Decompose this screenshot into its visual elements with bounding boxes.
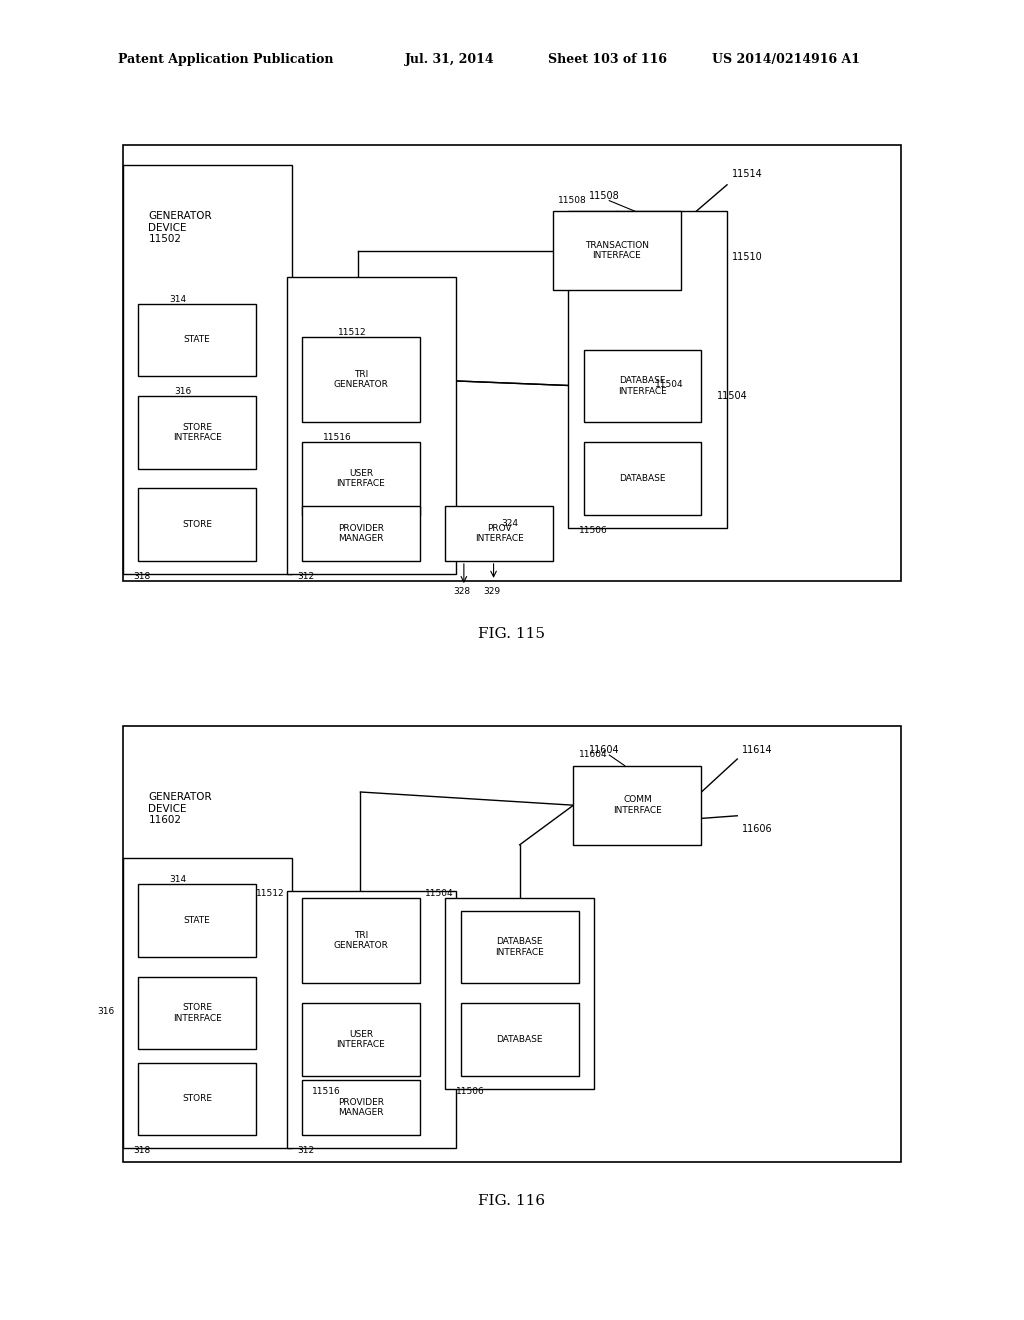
FancyBboxPatch shape — [287, 277, 456, 574]
FancyBboxPatch shape — [123, 726, 901, 1162]
FancyBboxPatch shape — [445, 506, 553, 561]
FancyBboxPatch shape — [584, 442, 701, 515]
Text: PROVIDER
MANAGER: PROVIDER MANAGER — [338, 524, 384, 543]
Text: 11606: 11606 — [742, 824, 773, 834]
Text: 329: 329 — [483, 587, 501, 595]
Text: STORE
INTERFACE: STORE INTERFACE — [173, 1003, 221, 1023]
Text: 324: 324 — [502, 519, 519, 528]
Text: TRI
GENERATOR: TRI GENERATOR — [334, 931, 388, 950]
Text: US 2014/0214916 A1: US 2014/0214916 A1 — [712, 53, 860, 66]
Text: 314: 314 — [169, 875, 186, 884]
Text: Jul. 31, 2014: Jul. 31, 2014 — [404, 53, 495, 66]
FancyBboxPatch shape — [138, 304, 256, 376]
Text: DATABASE
INTERFACE: DATABASE INTERFACE — [618, 376, 667, 396]
Text: 11504: 11504 — [717, 391, 748, 401]
Text: DATABASE: DATABASE — [620, 474, 666, 483]
Text: COMM
INTERFACE: COMM INTERFACE — [613, 796, 662, 814]
Text: GENERATOR
DEVICE
11502: GENERATOR DEVICE 11502 — [148, 211, 212, 244]
FancyBboxPatch shape — [123, 145, 901, 581]
Text: FIG. 116: FIG. 116 — [478, 1195, 546, 1208]
Text: 314: 314 — [169, 294, 186, 304]
Text: 312: 312 — [297, 1146, 314, 1155]
Text: STATE: STATE — [183, 335, 211, 345]
Text: PROV
INTERFACE: PROV INTERFACE — [475, 524, 523, 543]
Text: 318: 318 — [133, 572, 151, 581]
Text: TRANSACTION
INTERFACE: TRANSACTION INTERFACE — [585, 242, 649, 260]
FancyBboxPatch shape — [123, 165, 292, 574]
FancyBboxPatch shape — [287, 891, 456, 1148]
FancyBboxPatch shape — [138, 977, 256, 1049]
Text: DATABASE: DATABASE — [497, 1035, 543, 1044]
Text: 11516: 11516 — [323, 433, 351, 442]
Text: STORE
INTERFACE: STORE INTERFACE — [173, 422, 221, 442]
Text: PROVIDER
MANAGER: PROVIDER MANAGER — [338, 1098, 384, 1117]
Text: 11508: 11508 — [589, 190, 620, 201]
Text: 11506: 11506 — [456, 1086, 484, 1096]
FancyBboxPatch shape — [461, 1003, 579, 1076]
Text: 312: 312 — [297, 572, 314, 581]
FancyBboxPatch shape — [553, 211, 681, 290]
FancyBboxPatch shape — [302, 1080, 420, 1135]
FancyBboxPatch shape — [568, 211, 727, 528]
FancyBboxPatch shape — [138, 488, 256, 561]
Text: DATABASE
INTERFACE: DATABASE INTERFACE — [496, 937, 544, 957]
FancyBboxPatch shape — [138, 1063, 256, 1135]
Text: GENERATOR
DEVICE
11602: GENERATOR DEVICE 11602 — [148, 792, 212, 825]
Text: 11506: 11506 — [579, 525, 607, 535]
Text: 11516: 11516 — [312, 1086, 341, 1096]
Text: 318: 318 — [133, 1146, 151, 1155]
Text: STATE: STATE — [183, 916, 211, 925]
Text: STORE: STORE — [182, 1094, 212, 1104]
FancyBboxPatch shape — [302, 442, 420, 515]
Text: USER
INTERFACE: USER INTERFACE — [337, 469, 385, 488]
FancyBboxPatch shape — [302, 506, 420, 561]
Text: 11512: 11512 — [338, 327, 367, 337]
Text: STORE: STORE — [182, 520, 212, 529]
Text: 11604: 11604 — [589, 744, 620, 755]
Text: 11512: 11512 — [256, 888, 285, 898]
FancyBboxPatch shape — [302, 337, 420, 422]
FancyBboxPatch shape — [461, 911, 579, 983]
Text: 11614: 11614 — [742, 744, 773, 755]
Text: Sheet 103 of 116: Sheet 103 of 116 — [548, 53, 667, 66]
FancyBboxPatch shape — [584, 350, 701, 422]
FancyBboxPatch shape — [123, 858, 292, 1148]
Text: 11504: 11504 — [425, 888, 454, 898]
FancyBboxPatch shape — [445, 898, 594, 1089]
FancyBboxPatch shape — [138, 396, 256, 469]
Text: TRI
GENERATOR: TRI GENERATOR — [334, 370, 388, 389]
FancyBboxPatch shape — [302, 898, 420, 983]
FancyBboxPatch shape — [138, 884, 256, 957]
Text: Patent Application Publication: Patent Application Publication — [118, 53, 333, 66]
FancyBboxPatch shape — [573, 766, 701, 845]
Text: USER
INTERFACE: USER INTERFACE — [337, 1030, 385, 1049]
FancyBboxPatch shape — [302, 1003, 420, 1076]
Text: 316: 316 — [174, 387, 191, 396]
Text: 328: 328 — [454, 587, 471, 595]
Text: 11508: 11508 — [558, 195, 587, 205]
Text: 11604: 11604 — [579, 750, 607, 759]
Text: 11510: 11510 — [732, 252, 763, 263]
Text: 11504: 11504 — [655, 380, 684, 389]
Text: 11514: 11514 — [732, 169, 763, 180]
Text: 316: 316 — [97, 1007, 115, 1016]
Text: FIG. 115: FIG. 115 — [478, 627, 546, 640]
